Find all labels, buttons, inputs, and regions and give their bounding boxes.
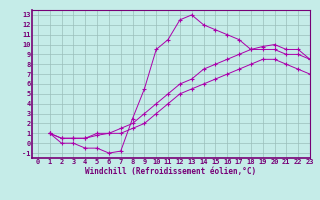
X-axis label: Windchill (Refroidissement éolien,°C): Windchill (Refroidissement éolien,°C) [85,167,257,176]
